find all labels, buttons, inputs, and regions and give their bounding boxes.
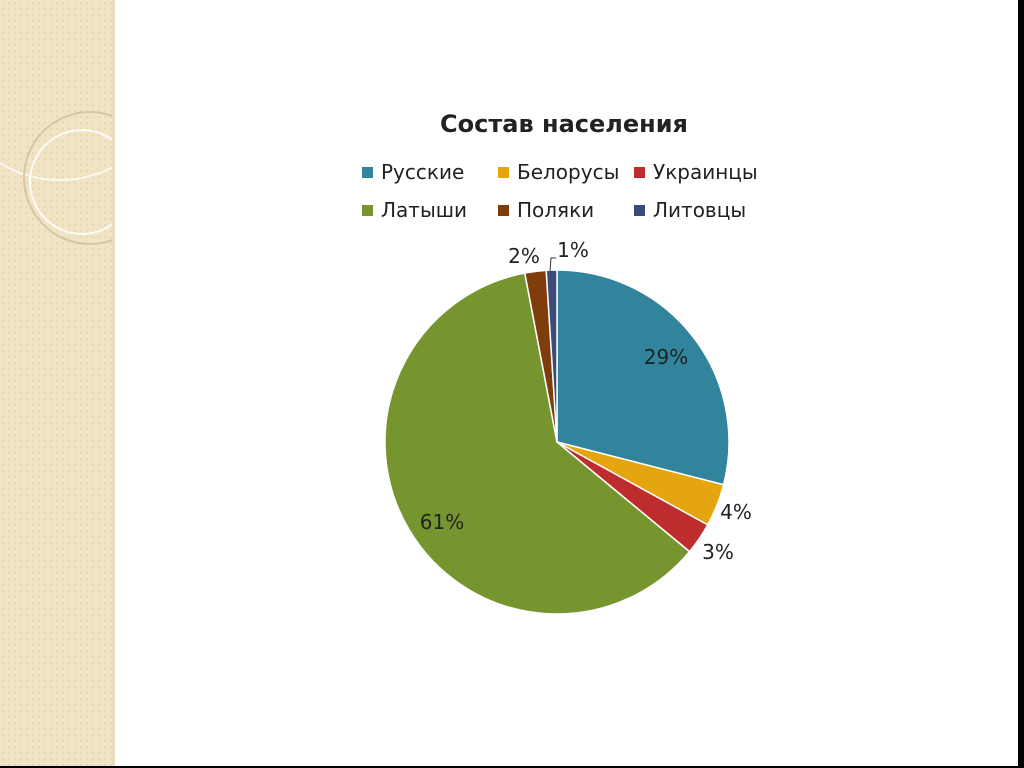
pie-slice [545, 269, 558, 443]
slice-data-label: 61% [420, 510, 464, 534]
legend-item: Литовцы [634, 198, 774, 222]
legend-swatch [634, 204, 645, 216]
decorative-side-panel [0, 0, 115, 766]
chart-title: Состав населения [440, 110, 688, 138]
slice-data-label: 3% [702, 540, 734, 564]
legend-label: Литовцы [653, 198, 747, 222]
legend-label: Русские [381, 160, 465, 184]
legend-swatch [498, 204, 509, 216]
legend-swatch [634, 166, 645, 178]
legend-item: Украинцы [634, 160, 774, 184]
decorative-circles [0, 111, 112, 245]
pie-slice [384, 272, 691, 615]
pie-slice [556, 269, 730, 486]
legend-item: Белорусы [498, 160, 634, 184]
legend-label: Поляки [517, 198, 595, 222]
legend-label: Белорусы [517, 160, 620, 184]
legend-item: Русские [362, 160, 498, 184]
legend-swatch [362, 166, 373, 178]
legend-label: Латыши [381, 198, 468, 222]
chart-legend: Русские Белорусы Украинцы Латыши Поляки Литов… [362, 160, 782, 222]
slice-data-label: 2% [508, 244, 540, 268]
slice-data-label: 29% [644, 345, 688, 369]
legend-item: Поляки [498, 198, 634, 222]
legend-label: Украинцы [653, 160, 758, 184]
slice-data-label: 1% [557, 238, 589, 262]
label-leader-line [549, 257, 556, 272]
slice-data-label: 4% [720, 500, 752, 524]
legend-item: Латыши [362, 198, 498, 222]
legend-swatch [498, 166, 509, 178]
legend-swatch [362, 204, 373, 216]
